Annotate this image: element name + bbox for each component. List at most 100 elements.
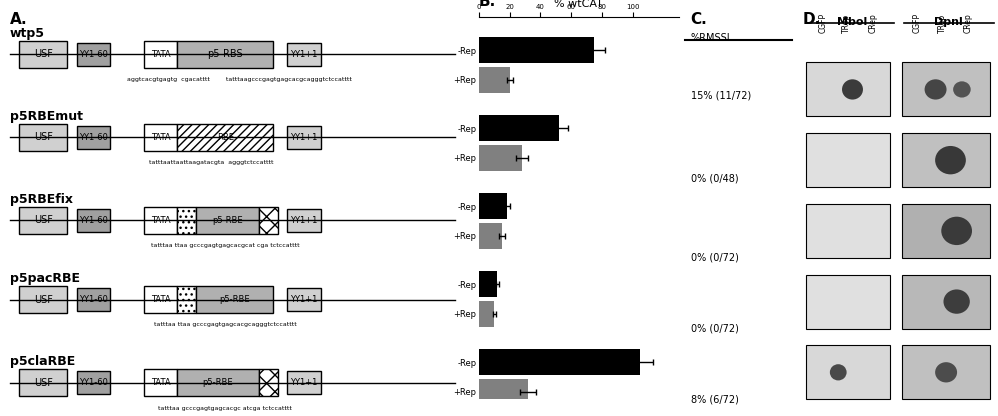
Bar: [902, 345, 990, 399]
Text: YY1-60: YY1-60: [79, 133, 108, 142]
Text: YY1+1: YY1+1: [290, 378, 318, 387]
Text: YY1-60: YY1-60: [79, 216, 108, 225]
Bar: [479, 67, 510, 93]
FancyBboxPatch shape: [77, 288, 110, 311]
Ellipse shape: [842, 79, 863, 99]
FancyBboxPatch shape: [144, 40, 178, 67]
FancyBboxPatch shape: [144, 124, 178, 151]
Bar: [479, 379, 528, 405]
FancyBboxPatch shape: [144, 207, 178, 234]
Text: USF: USF: [34, 132, 53, 142]
Bar: [479, 349, 641, 375]
Ellipse shape: [924, 79, 946, 99]
Ellipse shape: [935, 146, 966, 174]
Text: Mbol: Mbol: [837, 17, 867, 27]
Text: CGFP: CGFP: [818, 13, 827, 33]
Text: TATA: TATA: [151, 216, 171, 225]
Text: B.: B.: [479, 0, 496, 9]
Text: CRep: CRep: [868, 14, 877, 33]
FancyBboxPatch shape: [19, 369, 67, 396]
Bar: [479, 37, 594, 63]
Text: p5RBEmut: p5RBEmut: [10, 110, 83, 123]
Text: tatttaa gcccgagtgagcacgc atcga tctccatttt: tatttaa gcccgagtgagcacgc atcga tctccattt…: [159, 406, 292, 411]
FancyBboxPatch shape: [178, 369, 258, 396]
Text: TATA: TATA: [151, 378, 171, 387]
Text: TRep: TRep: [938, 14, 947, 33]
Bar: [479, 223, 502, 249]
FancyBboxPatch shape: [287, 42, 321, 66]
Text: Dpnl: Dpnl: [934, 17, 962, 27]
Bar: [479, 301, 494, 327]
Text: %RMSSI: %RMSSI: [691, 33, 731, 43]
Ellipse shape: [943, 290, 970, 314]
FancyBboxPatch shape: [178, 40, 273, 67]
Text: YY1+1: YY1+1: [290, 50, 318, 59]
FancyBboxPatch shape: [178, 207, 197, 234]
Bar: [479, 193, 507, 219]
Text: TATA: TATA: [151, 133, 171, 142]
Text: CRep: CRep: [964, 14, 973, 33]
Text: tatttaattaattaagatacgta  agggtctccatttt: tatttaattaattaagatacgta agggtctccatttt: [149, 160, 273, 165]
Text: aggtcacgtgagtg  cgacatttt        tatttaagcccgagtgagcacgcagggtctccatttt: aggtcacgtgagtg cgacatttt tatttaagcccgagt…: [127, 77, 352, 82]
FancyBboxPatch shape: [77, 126, 110, 149]
Text: 0% (0/72): 0% (0/72): [691, 253, 739, 263]
Text: YY1-60: YY1-60: [79, 295, 108, 304]
Text: TATA: TATA: [151, 50, 171, 59]
Text: USF: USF: [34, 378, 53, 388]
Text: tatttaa ttaa gcccgagtgagcacgcagggtctccatttt: tatttaa ttaa gcccgagtgagcacgcagggtctccat…: [154, 322, 296, 327]
Text: wtp5: wtp5: [10, 27, 45, 40]
FancyBboxPatch shape: [19, 207, 67, 234]
Bar: [479, 115, 559, 141]
Text: 8% (6/72): 8% (6/72): [691, 394, 739, 404]
Text: YY1+1: YY1+1: [290, 295, 318, 304]
Text: p5-RBS: p5-RBS: [208, 49, 243, 59]
Text: p5-RBE: p5-RBE: [203, 378, 234, 387]
Text: YY1+1: YY1+1: [290, 216, 318, 225]
FancyBboxPatch shape: [287, 209, 321, 232]
FancyBboxPatch shape: [178, 286, 197, 313]
Text: p5-RBE: p5-RBE: [213, 216, 243, 225]
Text: YY1-60: YY1-60: [79, 378, 108, 387]
Text: TATA: TATA: [151, 295, 171, 304]
FancyBboxPatch shape: [287, 371, 321, 394]
FancyBboxPatch shape: [77, 42, 110, 66]
FancyBboxPatch shape: [287, 288, 321, 311]
FancyBboxPatch shape: [19, 40, 67, 67]
Text: USF: USF: [34, 215, 53, 225]
Bar: [806, 133, 890, 187]
Text: p5-RBE: p5-RBE: [220, 295, 250, 304]
Text: YY1+1: YY1+1: [290, 133, 318, 142]
FancyBboxPatch shape: [178, 124, 273, 151]
FancyBboxPatch shape: [258, 207, 277, 234]
Bar: [902, 275, 990, 329]
Bar: [806, 275, 890, 329]
Text: A.: A.: [10, 12, 27, 27]
Bar: [806, 62, 890, 116]
Text: p5claRBE: p5claRBE: [10, 355, 75, 369]
Text: TRep: TRep: [842, 14, 851, 33]
Text: p5pacRBE: p5pacRBE: [10, 272, 80, 285]
Bar: [479, 271, 497, 297]
FancyBboxPatch shape: [77, 371, 110, 394]
FancyBboxPatch shape: [197, 286, 273, 313]
Bar: [902, 133, 990, 187]
FancyBboxPatch shape: [77, 209, 110, 232]
FancyBboxPatch shape: [19, 286, 67, 313]
Bar: [806, 204, 890, 258]
Bar: [806, 345, 890, 399]
FancyBboxPatch shape: [258, 369, 277, 396]
Text: RBE: RBE: [217, 133, 234, 142]
Text: 0% (0/72): 0% (0/72): [691, 324, 739, 334]
FancyBboxPatch shape: [197, 207, 258, 234]
Text: tatttaa ttaa gcccgagtgagcacgcat cga tctccatttt: tatttaa ttaa gcccgagtgagcacgcat cga tctc…: [151, 243, 299, 248]
Text: C.: C.: [691, 12, 708, 27]
Text: p5RBEfix: p5RBEfix: [10, 193, 73, 206]
Text: % wtCAT: % wtCAT: [555, 0, 603, 9]
Text: USF: USF: [34, 49, 53, 59]
Ellipse shape: [953, 82, 971, 98]
FancyBboxPatch shape: [144, 286, 178, 313]
Bar: [479, 145, 522, 171]
Text: USF: USF: [34, 295, 53, 305]
Text: CGFP: CGFP: [912, 13, 921, 33]
Text: 0% (0/48): 0% (0/48): [691, 174, 739, 184]
